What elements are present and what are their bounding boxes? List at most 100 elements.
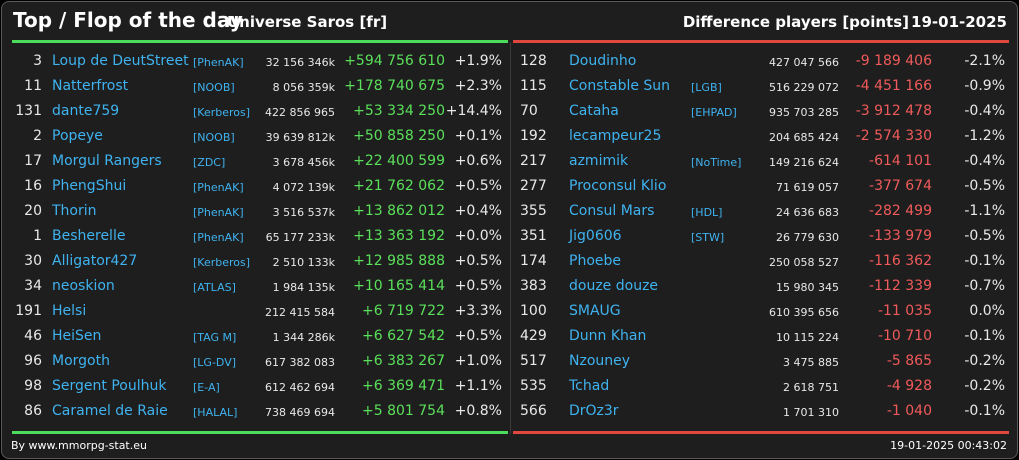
player-name-link[interactable]: Cataha [569,103,619,119]
alliance-tag-link[interactable]: [PhenAK] [193,206,244,219]
alliance-tag-link[interactable]: [HALAL] [193,406,238,419]
player-name-link[interactable]: Dunn Khan [569,328,647,344]
alliance-tag-link[interactable]: [NOOB] [193,81,235,94]
percent-change: +1.9% [454,53,502,69]
alliance-tag-link[interactable]: [Kerberos] [193,106,251,119]
player-rank: 20 [24,203,42,219]
player-name-link[interactable]: Sergent Poulhuk [52,378,167,394]
top-row: 3 Loup de DeutStreet [PhenAK] 32 156 346k +5… [2,50,510,75]
flop-list: 128 Doudinho 427 047 566 -9 189 406 -2.1% 115… [511,50,1017,425]
player-rank: 30 [24,253,42,269]
player-name-link[interactable]: dante759 [52,103,120,119]
player-name-link[interactable]: lecampeur25 [569,128,662,144]
player-rank: 517 [520,353,547,369]
points-difference: +594 756 610 [344,53,445,69]
points-difference: -4 451 166 [855,78,932,94]
top-row: 98 Sergent Poulhuk [E-A] 612 462 694 +6 369 … [2,375,510,400]
player-points: 32 156 346k [265,56,335,69]
alliance-tag-link[interactable]: [PhenAK] [193,181,244,194]
player-name-link[interactable]: Consul Mars [569,203,655,219]
player-name-link[interactable]: Thorin [52,203,97,219]
player-name-link[interactable]: Doudinho [569,53,637,69]
player-name-link[interactable]: SMAUG [569,303,621,319]
player-points: 610 395 656 [769,306,839,319]
percent-change: -2.1% [964,53,1005,69]
alliance-tag-link[interactable]: [ATLAS] [193,281,236,294]
player-name-link[interactable]: DrOz3r [569,403,619,419]
alliance-tag-link[interactable]: [ZDC] [193,156,226,169]
alliance-tag-link[interactable]: [PhenAK] [193,56,244,69]
player-points: 2 618 751 [783,381,839,394]
percent-change: -1.2% [964,128,1005,144]
points-difference: -5 865 [886,353,932,369]
alliance-tag-link[interactable]: [TAG M] [193,331,237,344]
player-name-link[interactable]: douze douze [569,278,659,294]
top-list: 3 Loup de DeutStreet [PhenAK] 32 156 346k +5… [2,50,510,425]
player-name-link[interactable]: PhengShui [52,178,127,194]
alliance-tag-link[interactable]: [LGB] [691,81,722,94]
player-name-link[interactable]: Loup de DeutStreet [52,53,189,69]
player-name-link[interactable]: Proconsul Klio [569,178,667,194]
flop-row: 517 Nzouney 3 475 885 -5 865 -0.2% [511,350,1017,375]
flop-row: 277 Proconsul Klio 71 619 057 -377 674 -0.5% [511,175,1017,200]
player-points: 3 516 537k [272,206,335,219]
player-name-link[interactable]: Caramel de Raie [52,403,168,419]
player-name-link[interactable]: neoskion [52,278,115,294]
alliance-tag-link[interactable]: [LG-DV] [193,356,237,369]
alliance-tag-link[interactable]: [E-A] [193,381,220,394]
flop-divider-bar [513,40,1009,43]
player-name-link[interactable]: Alligator427 [52,253,138,269]
alliance-tag-link[interactable]: [PhenAK] [193,231,244,244]
player-rank: 566 [520,403,547,419]
alliance-tag-link[interactable]: [Kerberos] [193,256,251,269]
player-name-link[interactable]: Popeye [52,128,103,144]
player-points: 516 229 072 [769,81,839,94]
flop-row: 351 Jig0606 [STW] 26 779 630 -133 979 -0.5% [511,225,1017,250]
points-difference: +12 985 888 [353,253,445,269]
player-rank: 131 [15,103,42,119]
alliance-tag-link[interactable]: [NoTime] [691,156,742,169]
player-name-link[interactable]: Natterfrost [52,78,129,94]
player-name-link[interactable]: Helsi [52,303,87,319]
top-bottom-bar [12,431,508,434]
player-name-link[interactable]: Besherelle [52,228,126,244]
points-difference: -377 674 [869,178,932,194]
player-name-link[interactable]: azmimik [569,153,629,169]
flop-row: 100 SMAUG 610 395 656 -11 035 0.0% [511,300,1017,325]
flop-row: 174 Phoebe 250 058 527 -116 362 -0.1% [511,250,1017,275]
player-name-link[interactable]: Nzouney [569,353,631,369]
percent-change: -1.1% [964,203,1005,219]
points-difference: +50 858 250 [353,128,445,144]
player-rank: 100 [520,303,547,319]
points-difference: +10 165 414 [353,278,445,294]
percent-change: +0.4% [454,203,502,219]
percent-change: +3.3% [454,303,502,319]
player-points: 1 344 286k [272,331,335,344]
player-name-link[interactable]: Tchad [569,378,610,394]
top-row: 11 Natterfrost [NOOB] 8 056 359k +178 740 67… [2,75,510,100]
metric-label: Difference players [points] [682,13,909,31]
player-name-link[interactable]: Constable Sun [569,78,671,94]
top-row: 17 Morgul Rangers [ZDC] 3 678 456k +22 400 5… [2,150,510,175]
player-points: 65 177 233k [265,231,335,244]
alliance-tag-link[interactable]: [NOOB] [193,131,235,144]
player-rank: 351 [520,228,547,244]
player-name-link[interactable]: Phoebe [569,253,621,269]
player-name-link[interactable]: Morgul Rangers [52,153,162,169]
player-rank: 191 [15,303,42,319]
player-name-link[interactable]: Jig0606 [569,228,622,244]
percent-change: +0.5% [454,178,502,194]
player-name-link[interactable]: HeiSen [52,328,102,344]
player-name-link[interactable]: Morgoth [52,353,110,369]
alliance-tag-link[interactable]: [STW] [691,231,725,244]
alliance-tag-link[interactable]: [HDL] [691,206,723,219]
player-points: 10 115 224 [776,331,839,344]
flop-row: 115 Constable Sun [LGB] 516 229 072 -4 451 1… [511,75,1017,100]
flop-row: 70 Cataha [EHPAD] 935 703 285 -3 912 478 -0.4… [511,100,1017,125]
top-row: 20 Thorin [PhenAK] 3 516 537k +13 862 012 +0.… [2,200,510,225]
column-separator [510,42,511,434]
alliance-tag-link[interactable]: [EHPAD] [691,106,737,119]
points-difference: -282 499 [869,203,932,219]
percent-change: -0.5% [964,178,1005,194]
date-label: 19-01-2025 [911,13,1007,31]
